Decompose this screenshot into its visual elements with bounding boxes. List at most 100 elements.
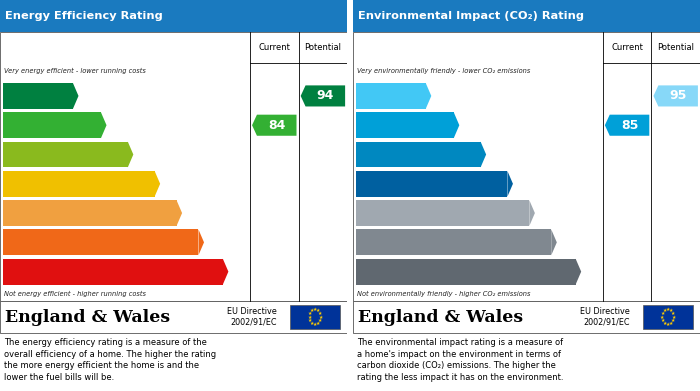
Text: EU Directive
2002/91/EC: EU Directive 2002/91/EC <box>580 307 630 327</box>
Text: Energy Efficiency Rating: Energy Efficiency Rating <box>5 11 163 21</box>
Text: ★: ★ <box>316 321 320 326</box>
Bar <box>356 142 481 167</box>
Text: EU Directive
2002/91/EC: EU Directive 2002/91/EC <box>228 307 277 327</box>
Text: ★: ★ <box>661 318 665 323</box>
Text: ★: ★ <box>308 311 312 316</box>
Polygon shape <box>508 171 513 197</box>
Text: ★: ★ <box>318 315 323 319</box>
Text: 94: 94 <box>316 90 334 102</box>
Polygon shape <box>223 259 228 285</box>
Bar <box>356 230 552 255</box>
Bar <box>4 171 155 197</box>
Polygon shape <box>426 83 431 109</box>
Polygon shape <box>73 83 78 109</box>
Bar <box>643 305 693 329</box>
Text: C: C <box>116 148 126 161</box>
Text: ★: ★ <box>671 311 675 316</box>
Text: G: G <box>209 265 220 278</box>
Polygon shape <box>128 142 133 167</box>
Text: ★: ★ <box>660 315 664 319</box>
Text: ★: ★ <box>663 321 667 326</box>
Polygon shape <box>155 171 160 197</box>
Text: Potential: Potential <box>304 43 342 52</box>
Text: (92-100): (92-100) <box>360 93 392 99</box>
Bar <box>290 305 340 329</box>
Text: E: E <box>517 206 527 220</box>
Text: Current: Current <box>611 43 643 52</box>
Bar <box>0 32 347 301</box>
Text: D: D <box>141 177 153 190</box>
Bar <box>4 142 128 167</box>
Text: ★: ★ <box>671 318 675 323</box>
Text: ★: ★ <box>666 322 670 327</box>
Text: (92-100): (92-100) <box>8 93 39 99</box>
Bar <box>0 0 347 32</box>
Bar <box>356 200 529 226</box>
Polygon shape <box>575 259 581 285</box>
Text: ★: ★ <box>308 318 312 323</box>
Text: ★: ★ <box>313 307 317 312</box>
Polygon shape <box>552 230 556 255</box>
Text: (39-54): (39-54) <box>360 210 387 216</box>
Text: (21-38): (21-38) <box>360 239 387 246</box>
Text: 84: 84 <box>268 119 286 132</box>
Bar <box>353 0 700 32</box>
Text: ★: ★ <box>668 321 673 326</box>
Text: ★: ★ <box>310 308 314 313</box>
Text: England & Wales: England & Wales <box>5 308 170 326</box>
Bar <box>4 200 176 226</box>
Text: A: A <box>414 90 424 102</box>
Bar <box>356 259 575 285</box>
Text: ★: ★ <box>671 315 676 319</box>
Bar <box>356 83 426 109</box>
Text: Not energy efficient - higher running costs: Not energy efficient - higher running co… <box>4 291 146 297</box>
Bar <box>356 112 454 138</box>
Text: (55-68): (55-68) <box>360 181 387 187</box>
Text: Environmental Impact (CO₂) Rating: Environmental Impact (CO₂) Rating <box>358 11 584 21</box>
Text: (39-54): (39-54) <box>8 210 34 216</box>
Text: ★: ★ <box>661 311 665 316</box>
Text: ★: ★ <box>318 311 322 316</box>
Bar <box>4 112 101 138</box>
Polygon shape <box>176 200 182 226</box>
Text: ★: ★ <box>310 321 314 326</box>
Text: ★: ★ <box>666 307 670 312</box>
Text: D: D <box>494 177 505 190</box>
Polygon shape <box>654 85 698 106</box>
Polygon shape <box>252 115 297 136</box>
Text: B: B <box>440 119 452 132</box>
Text: F: F <box>187 236 197 249</box>
Text: (81-91): (81-91) <box>8 122 34 129</box>
Text: A: A <box>61 90 71 102</box>
Text: C: C <box>468 148 479 161</box>
Text: The environmental impact rating is a measure of
a home's impact on the environme: The environmental impact rating is a mea… <box>357 338 564 382</box>
Text: Potential: Potential <box>657 43 694 52</box>
Text: (1-20): (1-20) <box>8 268 30 275</box>
Text: ★: ★ <box>318 318 322 323</box>
Text: (21-38): (21-38) <box>8 239 34 246</box>
Polygon shape <box>454 112 459 138</box>
Text: (69-80): (69-80) <box>360 151 387 158</box>
Text: ★: ★ <box>307 315 312 319</box>
Polygon shape <box>199 230 204 255</box>
Bar <box>353 301 700 333</box>
Bar <box>0 301 347 333</box>
Polygon shape <box>481 142 486 167</box>
Bar <box>356 171 508 197</box>
Text: F: F <box>540 236 550 249</box>
Text: (69-80): (69-80) <box>8 151 34 158</box>
Text: (1-20): (1-20) <box>360 268 383 275</box>
Text: ★: ★ <box>663 308 667 313</box>
Text: The energy efficiency rating is a measure of the
overall efficiency of a home. T: The energy efficiency rating is a measur… <box>4 338 216 382</box>
Text: ★: ★ <box>668 308 673 313</box>
Text: Not environmentally friendly - higher CO₂ emissions: Not environmentally friendly - higher CO… <box>357 291 531 297</box>
Text: G: G <box>562 265 573 278</box>
Text: 95: 95 <box>669 90 687 102</box>
Text: 85: 85 <box>621 119 638 132</box>
Bar <box>4 83 73 109</box>
Text: (55-68): (55-68) <box>8 181 34 187</box>
Bar <box>353 32 700 301</box>
Text: B: B <box>88 119 99 132</box>
Polygon shape <box>101 112 106 138</box>
Polygon shape <box>529 200 535 226</box>
